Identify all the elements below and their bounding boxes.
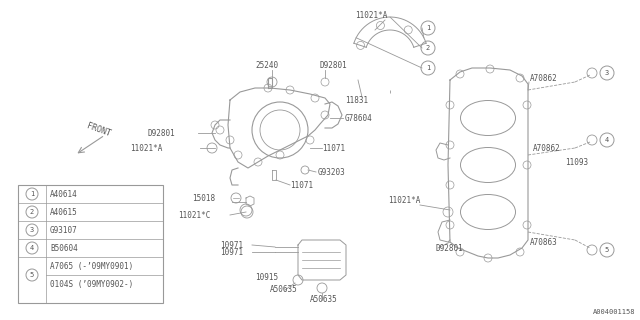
Text: A50635: A50635 <box>310 295 338 305</box>
Text: 2: 2 <box>30 209 34 215</box>
Text: A40614: A40614 <box>50 189 77 198</box>
Text: 11021*A: 11021*A <box>355 11 387 20</box>
Text: D92801: D92801 <box>320 60 348 69</box>
Text: B50604: B50604 <box>50 244 77 252</box>
Text: A70862: A70862 <box>530 74 557 83</box>
Text: 11021*A: 11021*A <box>130 143 163 153</box>
Text: 10915: 10915 <box>255 274 278 283</box>
Text: 1: 1 <box>426 65 430 71</box>
Text: A40615: A40615 <box>50 207 77 217</box>
Text: 4: 4 <box>30 245 34 251</box>
Text: 5: 5 <box>605 247 609 253</box>
Text: 3: 3 <box>30 227 34 233</box>
Text: 3: 3 <box>605 70 609 76</box>
Text: 25240: 25240 <box>255 60 278 69</box>
Text: 11071: 11071 <box>322 143 345 153</box>
Text: 10971: 10971 <box>220 247 243 257</box>
Text: G93203: G93203 <box>318 167 346 177</box>
Text: 4: 4 <box>605 137 609 143</box>
Text: D92801: D92801 <box>148 129 176 138</box>
Text: A70862: A70862 <box>533 143 561 153</box>
Text: A004001158: A004001158 <box>593 309 635 315</box>
Text: G78604: G78604 <box>345 114 372 123</box>
Text: 11021*C: 11021*C <box>178 211 211 220</box>
Text: A50635: A50635 <box>270 285 298 294</box>
Text: 11831: 11831 <box>345 95 368 105</box>
Text: 0104S (’09MY0902-): 0104S (’09MY0902-) <box>50 279 133 289</box>
Text: G93107: G93107 <box>50 226 77 235</box>
Text: 11071: 11071 <box>290 180 313 189</box>
Text: 11021*A: 11021*A <box>388 196 420 204</box>
Text: 1: 1 <box>30 191 34 197</box>
Bar <box>18 185 163 303</box>
Text: FRONT: FRONT <box>85 122 111 139</box>
Text: 1: 1 <box>426 25 430 31</box>
Text: 15018: 15018 <box>192 194 215 203</box>
Text: 10971: 10971 <box>220 241 243 250</box>
Text: D92801: D92801 <box>435 244 463 252</box>
Text: A70863: A70863 <box>530 237 557 246</box>
Text: 11093: 11093 <box>565 157 588 166</box>
Text: A7065 (-’09MY0901): A7065 (-’09MY0901) <box>50 261 133 270</box>
Text: 5: 5 <box>30 272 34 278</box>
Text: 2: 2 <box>426 45 430 51</box>
